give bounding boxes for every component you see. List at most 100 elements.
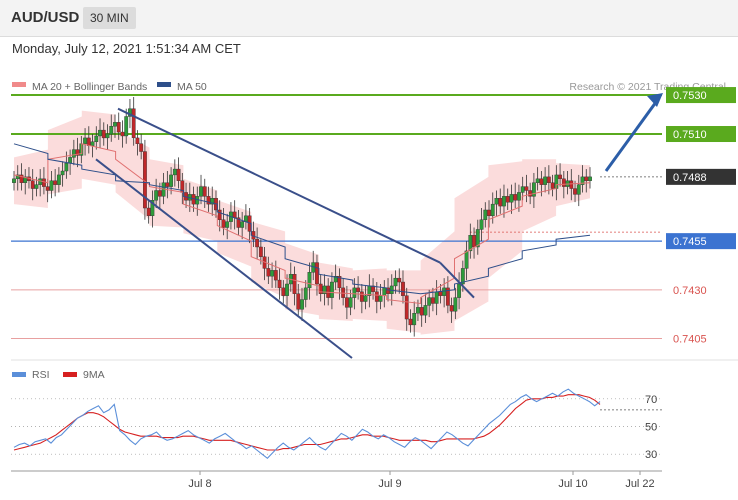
projection-arrow-line (604, 101, 658, 172)
candle (23, 176, 28, 183)
candle (404, 295, 409, 320)
candle (408, 318, 413, 326)
candle (509, 194, 514, 203)
support-label: 0.7405 (673, 334, 707, 346)
candle (277, 279, 282, 289)
candle (131, 108, 136, 139)
candle (505, 196, 510, 203)
candle (165, 182, 170, 187)
candle (71, 149, 76, 158)
candle (266, 268, 271, 277)
candle (431, 297, 435, 304)
candle (86, 137, 91, 146)
candle (258, 246, 263, 257)
candle (438, 291, 443, 296)
candle (42, 178, 46, 187)
candle (520, 186, 525, 193)
candle (157, 190, 162, 197)
candle (475, 229, 480, 248)
candle (307, 272, 312, 289)
candle (217, 209, 222, 220)
candle (15, 174, 20, 180)
candle (34, 184, 39, 189)
candle (513, 194, 518, 201)
candle (303, 287, 308, 300)
chart-toolbar: AUD/USD 30 MIN (0, 0, 738, 37)
price-tag-label: 0.7510 (673, 129, 707, 141)
legend-swatch (157, 82, 171, 87)
candle (285, 283, 289, 296)
price-tag (666, 87, 736, 104)
legend-swatch (12, 82, 26, 87)
candle (75, 149, 80, 156)
candle (449, 305, 454, 312)
candle (255, 238, 260, 248)
candle (498, 198, 503, 207)
candle (419, 307, 424, 316)
candle (124, 116, 129, 137)
legend-swatch (63, 372, 77, 377)
candle (584, 176, 589, 181)
legend-label: RSI (32, 369, 50, 381)
candle (490, 203, 495, 217)
channel-upper-line (117, 107, 441, 264)
candle (423, 305, 428, 316)
candle (382, 287, 387, 296)
candle (445, 287, 450, 306)
candle (270, 270, 274, 277)
candle (393, 277, 398, 287)
candle (539, 178, 544, 185)
candle (468, 235, 473, 252)
candle (561, 178, 566, 187)
candle (464, 250, 469, 269)
candle (19, 174, 24, 183)
candle (531, 182, 536, 197)
candle (494, 198, 499, 205)
candle (546, 176, 551, 183)
candle (524, 186, 529, 191)
candle (337, 275, 342, 289)
candle (236, 217, 241, 228)
candle (588, 176, 592, 181)
bollinger-band-area (14, 110, 590, 335)
candle (472, 235, 476, 248)
candle (348, 297, 353, 308)
candle (344, 297, 349, 308)
candle (401, 281, 405, 296)
channel-lower-line (95, 158, 353, 359)
candle (550, 182, 555, 189)
candle (442, 287, 447, 296)
candle (139, 143, 144, 152)
candle (573, 188, 577, 195)
candle (517, 192, 521, 201)
candle (569, 180, 574, 189)
legend-label: MA 50 (177, 81, 207, 93)
last-price-label: 0.7488 (673, 172, 707, 184)
candle (90, 141, 95, 146)
candle (322, 285, 327, 294)
candle (116, 122, 121, 133)
x-tick-label: Jul 10 (558, 478, 587, 490)
price-tag-label: 0.7455 (673, 236, 707, 248)
candle (60, 170, 65, 176)
candle (53, 180, 58, 185)
candle (576, 184, 581, 195)
candle (243, 215, 248, 222)
candle (479, 219, 484, 230)
rsi-tick-label: 50 (645, 422, 657, 434)
candle (202, 186, 207, 197)
symbol-label: AUD/USD (11, 9, 80, 26)
candle (68, 157, 73, 164)
candle (199, 186, 203, 197)
candle (363, 295, 368, 302)
candle (453, 297, 458, 312)
x-tick-label: Jul 8 (188, 478, 211, 490)
candle (232, 211, 237, 218)
timeframe-button[interactable]: 30 MIN (83, 7, 136, 29)
candle (154, 190, 159, 201)
candle (64, 163, 69, 172)
projection-arrow-head (647, 93, 663, 108)
candle (300, 299, 304, 310)
candle (169, 174, 173, 187)
candle (94, 135, 99, 143)
